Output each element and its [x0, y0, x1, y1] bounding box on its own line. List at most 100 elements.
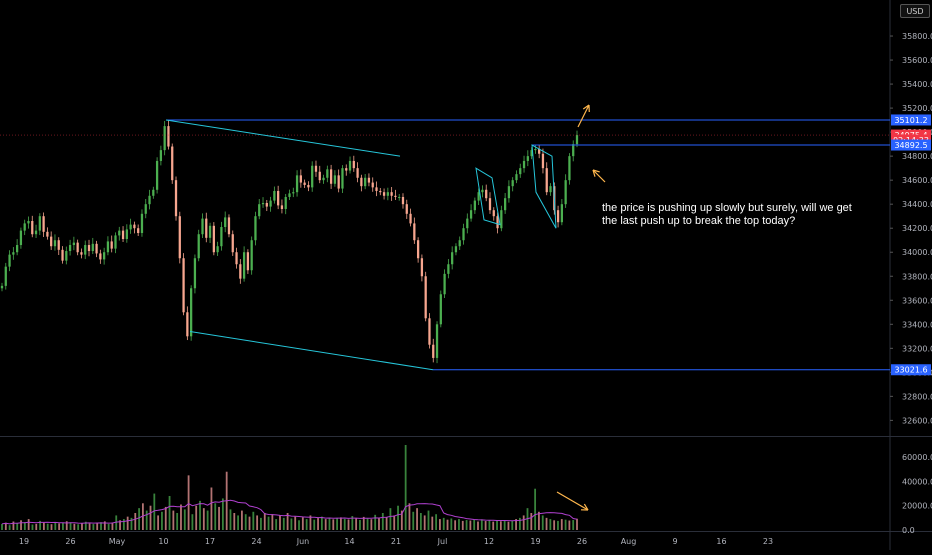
candle-body	[273, 191, 275, 201]
time-tick-label: 17	[205, 537, 215, 546]
candle-body	[568, 156, 570, 180]
price-badge-label: 34892.5	[894, 141, 927, 150]
candle-body	[576, 135, 578, 144]
candle-body	[311, 166, 313, 188]
price-tick-label: 34600.0	[902, 176, 932, 185]
volume-bar	[294, 517, 296, 530]
time-tick-label: 19	[19, 537, 29, 546]
volume-bar	[172, 511, 174, 530]
candle-body	[542, 154, 544, 168]
volume-bar	[153, 494, 155, 530]
candle-body	[77, 243, 79, 253]
volume-bar	[211, 488, 213, 531]
volume-bar	[443, 518, 445, 530]
candle-body	[565, 180, 567, 204]
candle-body	[549, 186, 551, 192]
candle-body	[466, 219, 468, 229]
candle-body	[455, 246, 457, 252]
volume-bar	[89, 524, 91, 530]
time-tick-label: 24	[251, 537, 261, 546]
candle-body	[201, 219, 203, 235]
candle-body	[118, 231, 120, 236]
volume-bar	[439, 519, 441, 530]
volume-bar	[233, 513, 235, 530]
time-tick-label: 12	[484, 537, 494, 546]
candle-body	[364, 178, 366, 186]
candle-body	[372, 183, 374, 188]
candle-body	[277, 191, 279, 205]
candle-body	[561, 204, 563, 222]
volume-bar	[325, 519, 327, 530]
candle-body	[534, 149, 536, 150]
candle-body	[428, 318, 430, 344]
candle-body	[481, 190, 483, 192]
currency-button[interactable]: USD	[900, 4, 930, 18]
volume-bar	[431, 517, 433, 530]
volume-bar	[191, 514, 193, 530]
candle-body	[175, 180, 177, 216]
candle-body	[315, 166, 317, 172]
candle-body	[24, 223, 26, 230]
price-tick-label: 32800.0	[902, 392, 932, 401]
candle-body	[330, 169, 332, 183]
volume-bar	[424, 515, 426, 530]
candle-body	[515, 174, 517, 180]
volume-bar	[54, 523, 56, 530]
candle-body	[213, 226, 215, 252]
candle-body	[508, 186, 510, 198]
volume-bar	[416, 508, 418, 530]
candle-body	[232, 234, 234, 252]
candle-body	[88, 245, 90, 251]
price-tick-label: 33800.0	[902, 272, 932, 281]
volume-bar	[260, 518, 262, 530]
volume-bar	[20, 520, 22, 530]
volume-bar	[519, 518, 521, 530]
candle-body	[300, 175, 302, 182]
volume-bar	[523, 515, 525, 530]
volume-bar	[546, 518, 548, 530]
candle-body	[35, 231, 37, 235]
candle-body	[103, 252, 105, 259]
time-tick-label: 23	[763, 537, 773, 546]
volume-bar	[134, 513, 136, 530]
volume-bar	[214, 503, 216, 530]
candle-body	[417, 240, 419, 258]
candle-body	[523, 161, 525, 168]
candle-body	[122, 231, 124, 239]
volume-bar	[275, 519, 277, 530]
time-tick-label: 26	[65, 537, 75, 546]
time-tick-label: 9	[672, 537, 677, 546]
candle-body	[496, 216, 498, 228]
volume-bar	[340, 517, 342, 530]
volume-bar	[313, 520, 315, 530]
candle-body	[8, 255, 10, 267]
candle-body	[156, 161, 158, 190]
volume-bar	[81, 523, 83, 530]
volume-bar	[180, 505, 182, 531]
candle-body	[519, 168, 521, 174]
candle-body	[209, 226, 211, 238]
annotation-line-1: the price is pushing up slowly but surel…	[602, 202, 852, 214]
candle-body	[341, 168, 343, 188]
candle-body	[527, 156, 529, 161]
candle-body	[164, 126, 166, 150]
candle-body	[436, 324, 438, 358]
candle-body	[349, 161, 351, 171]
candle-body	[383, 192, 385, 196]
time-tick-label: Jul	[437, 537, 448, 546]
candle-body	[186, 312, 188, 336]
candle-body	[1, 286, 3, 288]
volume-bar	[576, 519, 578, 530]
volume-bar	[188, 475, 190, 530]
volume-bar	[348, 519, 350, 530]
candle-body	[338, 175, 340, 188]
price-tick-label: 35800.0	[902, 32, 932, 41]
volume-bar	[332, 519, 334, 530]
candle-body	[512, 180, 514, 186]
volume-bar	[409, 503, 411, 530]
volume-bar	[557, 521, 559, 530]
time-tick-label: 14	[344, 537, 354, 546]
candle-body	[451, 252, 453, 264]
